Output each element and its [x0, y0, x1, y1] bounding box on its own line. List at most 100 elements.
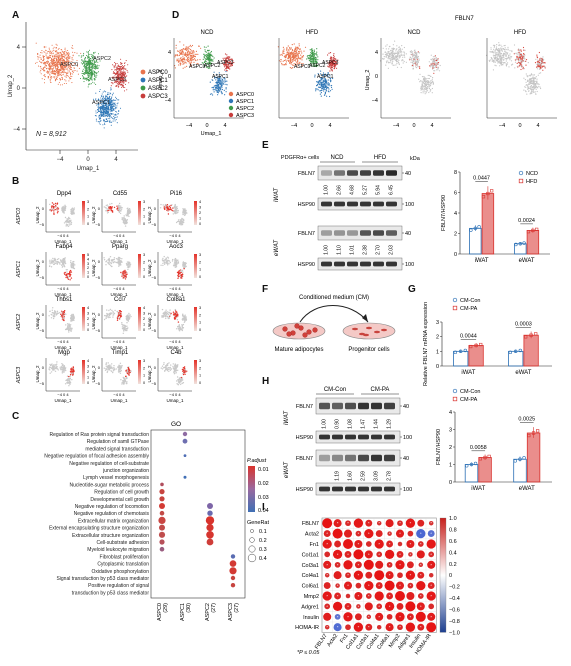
cell-point [80, 55, 82, 57]
cell-point [102, 100, 104, 102]
cell-point [184, 370, 186, 372]
cell-point [93, 63, 95, 65]
cell-point [213, 71, 215, 73]
cell-point [92, 73, 94, 75]
cell-point [61, 62, 63, 64]
cell-point [54, 370, 57, 372]
cell-point [90, 62, 92, 64]
cell-point [66, 73, 68, 75]
axis-tick-label: 0 [98, 259, 101, 264]
cell-point [107, 112, 109, 114]
cell-point [127, 316, 130, 318]
cell-point [111, 117, 113, 119]
cell-point [220, 86, 222, 88]
cell-point [69, 224, 71, 226]
cell-point [205, 54, 207, 57]
cell-point [188, 51, 191, 53]
cell-point [89, 78, 91, 80]
cell-point [181, 277, 183, 279]
cell-point [91, 74, 93, 76]
cell-point [88, 80, 90, 82]
cell-point [170, 312, 172, 315]
cell-point [49, 372, 51, 374]
cell-point [102, 115, 105, 117]
colorbar-tick: 0 [199, 222, 201, 226]
cell-point [220, 90, 222, 92]
cell-point [83, 65, 85, 67]
cell-point [70, 324, 72, 326]
cell-point [54, 74, 57, 76]
cell-point [129, 369, 131, 372]
cell-point [45, 68, 48, 70]
cell-point [51, 71, 54, 73]
cell-point [170, 209, 173, 211]
cell-point [48, 47, 50, 49]
cell-point [161, 368, 164, 370]
cell-point [60, 73, 62, 75]
cell-point [174, 204, 176, 206]
cell-point [103, 113, 105, 116]
cell-point [40, 61, 42, 63]
axis-tick-label: −4 0 4 [57, 392, 69, 397]
cell-point [181, 218, 184, 220]
go-term-label: Oxidative phosphorylation [91, 569, 149, 575]
go-dot [159, 503, 165, 509]
cell-point [92, 98, 95, 100]
cell-point [176, 54, 178, 56]
cell-point [59, 51, 61, 53]
cell-point [168, 367, 171, 369]
cell-point [212, 89, 214, 91]
cell-point [117, 102, 119, 104]
cell-point [181, 61, 184, 63]
cell-point [174, 367, 176, 369]
cell-point [60, 57, 62, 60]
cell-point [95, 92, 97, 94]
cell-point [120, 63, 122, 65]
cell-point [202, 58, 204, 60]
cell-point [86, 60, 88, 62]
cell-point [115, 258, 118, 260]
cell-point [64, 55, 66, 57]
cell-point [110, 82, 112, 84]
cell-point [61, 75, 63, 77]
generatio-swatch [248, 545, 256, 553]
cell-point [63, 61, 66, 63]
cell-point [128, 264, 130, 266]
colorbar-tick: 0 [199, 275, 201, 279]
cell-point [96, 66, 98, 68]
cell-point [121, 62, 123, 64]
cell-point [163, 206, 165, 208]
cell-point [64, 383, 67, 385]
cell-point [89, 70, 92, 72]
cell-point [100, 105, 102, 108]
cell-point [167, 259, 169, 261]
cell-point [124, 64, 126, 67]
cell-point [118, 83, 121, 85]
cell-point [174, 54, 176, 57]
cell-point [89, 66, 91, 68]
cell-point [288, 49, 290, 51]
cell-point [97, 99, 99, 101]
cell-point [113, 257, 116, 259]
cell-point [64, 69, 66, 71]
cell-point [58, 68, 60, 70]
cell-point [184, 373, 186, 375]
cell-point [298, 48, 300, 50]
cell-point [72, 47, 74, 49]
cell-point [98, 111, 100, 113]
cell-point [221, 82, 224, 84]
cell-point [162, 257, 164, 260]
cell-point [71, 45, 73, 47]
cell-point [65, 206, 67, 208]
cell-point [118, 368, 120, 370]
cell-point [115, 119, 117, 121]
cell-point [93, 67, 95, 69]
cell-point [52, 58, 54, 60]
cell-point [104, 315, 106, 317]
cell-point [64, 79, 66, 81]
cell-point [45, 46, 47, 48]
cell-point [67, 64, 69, 66]
